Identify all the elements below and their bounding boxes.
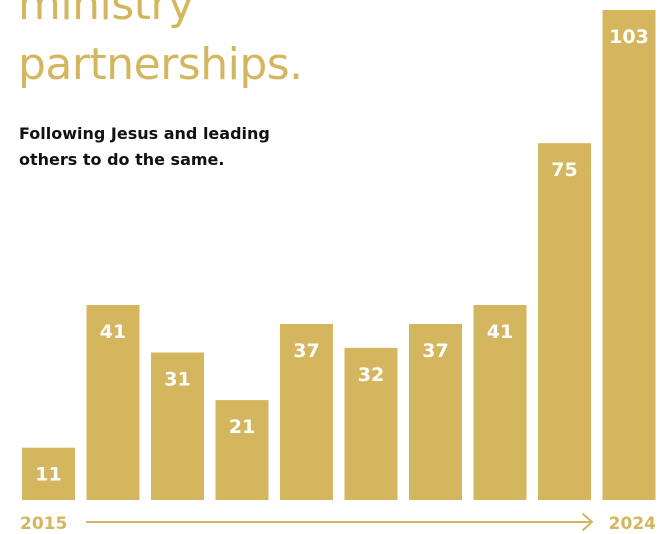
bar-value-label-2016: 41 (100, 321, 126, 343)
bar-value-label-2020: 32 (358, 364, 384, 386)
x-axis-start-label: 2015 (20, 514, 67, 534)
bar-value-label-2017: 31 (164, 369, 190, 391)
bar-2017 (151, 352, 204, 500)
bar-labels-group: 11 41 31 21 37 32 37 41 75 103 (35, 26, 649, 486)
bar-value-label-2022: 41 (487, 321, 513, 343)
page-title-line-1: ministry (18, 0, 194, 30)
timeline-axis: 2015 2024 (20, 513, 656, 534)
bar-2020 (344, 347, 398, 500)
bar-value-label-2019: 37 (293, 340, 319, 362)
bar-2018 (215, 400, 269, 500)
bar-2021 (409, 324, 462, 500)
bar-2023 (538, 143, 591, 500)
bar-value-label-2021: 37 (422, 340, 448, 362)
bar-value-label-2023: 75 (551, 159, 577, 181)
subtitle-line-1: Following Jesus and leading (19, 124, 270, 143)
bar-2022 (473, 305, 527, 500)
timeline-arrow-head (582, 513, 593, 531)
bar-2015 (22, 447, 75, 500)
page-title-line-2: partnerships. (18, 39, 303, 90)
bar-value-label-2024: 103 (609, 26, 649, 48)
bars-group (22, 10, 656, 500)
bar-2016 (86, 305, 140, 500)
bar-2024 (602, 10, 656, 500)
bar-value-label-2015: 11 (35, 464, 61, 486)
x-axis-end-label: 2024 (609, 514, 656, 534)
bar-value-label-2018: 21 (229, 416, 255, 438)
bar-2019 (280, 324, 333, 500)
subtitle-line-2: others to do the same. (19, 150, 225, 169)
